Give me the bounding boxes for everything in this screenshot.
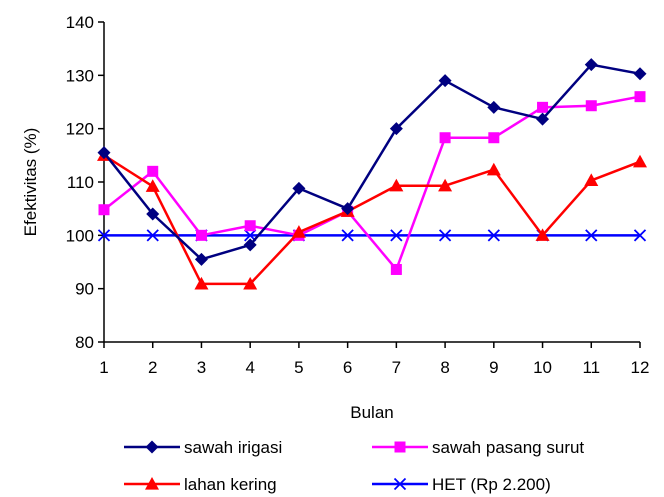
het-rp-2-200-point xyxy=(438,229,452,242)
het-rp-2-200-point xyxy=(97,229,111,242)
legend-het-rp-2-200-point xyxy=(393,477,407,491)
lahan-kering-point xyxy=(438,178,453,192)
x-tick-label: 9 xyxy=(489,358,498,377)
y-tick-label: 130 xyxy=(66,66,94,85)
x-tick-label: 7 xyxy=(392,358,401,377)
sawah-irigasi-point xyxy=(438,74,452,88)
legend-sawah-pasang-surut-point xyxy=(394,441,406,453)
y-tick-label: 90 xyxy=(75,280,94,299)
x-tick-label: 11 xyxy=(582,358,600,377)
sawah-pasang-surut-point xyxy=(195,229,207,241)
x-tick-label: 2 xyxy=(148,358,157,377)
x-tick-label: 10 xyxy=(533,358,552,377)
lahan-kering-point xyxy=(389,178,404,192)
legend-label: HET (Rp 2.200) xyxy=(432,475,551,494)
x-tick-label: 5 xyxy=(294,358,303,377)
sawah-irigasi-point xyxy=(292,181,306,195)
x-ticks: 1 2 3 4 5 6 7 8 9 10 11 12 xyxy=(99,342,649,377)
legend-item-lahan-kering: lahan kering xyxy=(124,475,277,494)
het-rp-2-200-point xyxy=(146,229,159,242)
y-ticks: 80 90 100 110 120 130 140 xyxy=(66,13,104,352)
lahan-kering-point xyxy=(194,276,209,290)
het-rp-2-200-point xyxy=(585,229,598,242)
series-line-lahan-kering xyxy=(103,154,641,286)
x-tick-label: 12 xyxy=(631,358,650,377)
sawah-irigasi-point xyxy=(243,238,257,252)
legend-label: sawah pasang surut xyxy=(432,438,584,457)
sawah-irigasi-point xyxy=(487,100,501,114)
sawah-irigasi-point xyxy=(341,202,355,216)
legend-item-sawah-irigasi: sawah irigasi xyxy=(124,438,282,457)
sawah-pasang-surut-point xyxy=(585,100,597,112)
sawah-pasang-surut-point xyxy=(488,132,500,144)
het-rp-2-200-point xyxy=(390,229,403,242)
lahan-kering-point xyxy=(145,179,160,192)
lahan-kering-point xyxy=(291,225,306,238)
series-line-sawah-irigasi xyxy=(103,63,641,261)
legend-label: lahan kering xyxy=(184,475,277,494)
het-rp-2-200-point xyxy=(487,229,500,242)
legend-label: sawah irigasi xyxy=(184,438,282,457)
x-tick-label: 4 xyxy=(245,358,254,377)
sawah-pasang-surut-point xyxy=(390,263,402,275)
series-line-sawah-pasang-surut xyxy=(103,95,641,271)
y-tick-label: 80 xyxy=(75,333,94,352)
x-tick-label: 1 xyxy=(99,358,108,377)
x-tick-label: 6 xyxy=(343,358,352,377)
sawah-pasang-surut-point xyxy=(634,91,646,103)
legend-item-sawah-pasang-surut: sawah pasang surut xyxy=(372,438,584,457)
legend-sawah-irigasi-point xyxy=(145,440,159,454)
lahan-kering-point xyxy=(584,173,599,186)
lahan-kering-point xyxy=(243,276,258,290)
legend: sawah irigasi sawah pasang surut lahan ker… xyxy=(124,438,584,494)
sawah-irigasi-point xyxy=(584,58,598,72)
y-tick-label: 120 xyxy=(66,120,94,139)
sawah-pasang-surut-point xyxy=(439,132,451,144)
legend-lahan-kering-point xyxy=(145,477,159,490)
lahan-kering-point xyxy=(633,154,647,168)
sawah-pasang-surut-point xyxy=(537,101,549,113)
y-axis-title: Efektivitas (%) xyxy=(21,128,40,237)
lahan-kering-point xyxy=(535,228,550,241)
sawah-irigasi-point xyxy=(146,207,160,221)
sawah-pasang-surut-point xyxy=(98,204,110,216)
het-rp-2-200-point xyxy=(633,229,647,242)
series-sawah-pasang-surut xyxy=(98,91,646,275)
y-tick-label: 100 xyxy=(66,226,94,245)
x-tick-label: 8 xyxy=(440,358,449,377)
sawah-irigasi-point xyxy=(194,252,208,266)
axes xyxy=(103,22,640,343)
series-sawah-irigasi xyxy=(97,58,647,266)
y-tick-label: 140 xyxy=(66,13,94,32)
sawah-irigasi-point xyxy=(389,122,403,136)
x-axis-title: Bulan xyxy=(350,403,393,422)
het-rp-2-200-point xyxy=(341,229,354,242)
x-tick-label: 3 xyxy=(197,358,206,377)
y-tick-label: 110 xyxy=(67,173,94,192)
sawah-irigasi-point xyxy=(536,112,550,126)
sawah-pasang-surut-point xyxy=(147,165,159,177)
sawah-irigasi-point xyxy=(97,146,111,160)
sawah-pasang-surut-point xyxy=(244,220,256,232)
series-layer xyxy=(97,58,647,290)
sawah-irigasi-point xyxy=(633,67,647,81)
legend-item-het-rp-2-200: HET (Rp 2.200) xyxy=(372,475,551,494)
lahan-kering-point xyxy=(486,162,501,176)
